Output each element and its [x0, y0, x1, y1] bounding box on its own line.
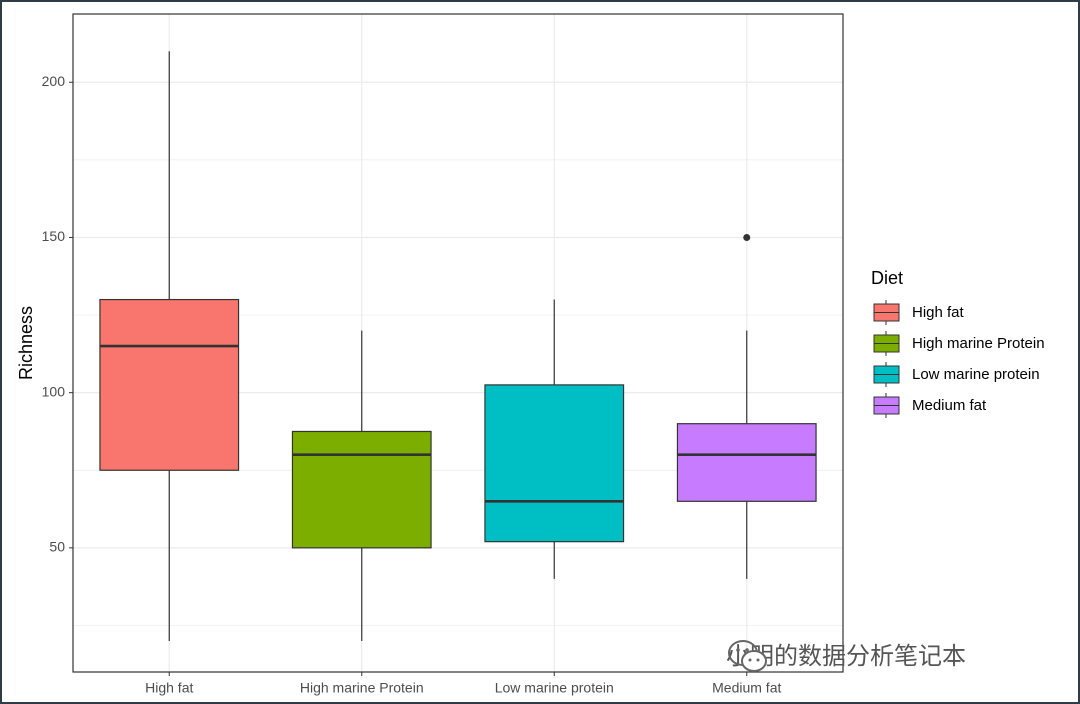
x-tick-label: High marine Protein: [300, 680, 424, 696]
legend-item: Medium fat: [873, 393, 987, 418]
legend-label: High marine Protein: [912, 335, 1045, 352]
legend-item: High fat: [873, 300, 965, 325]
y-axis: 50 100 150 200: [42, 73, 73, 555]
y-tick-label: 150: [42, 228, 66, 244]
y-tick-label: 100: [42, 383, 66, 399]
legend-item: High marine Protein: [873, 331, 1045, 356]
x-tick-label: Medium fat: [712, 680, 781, 696]
boxes: [99, 51, 817, 641]
x-tick-label: High fat: [145, 680, 193, 696]
box-body: [99, 298, 240, 471]
box-4: [676, 233, 817, 579]
legend-label: Medium fat: [912, 397, 987, 414]
y-axis-label: Richness: [16, 306, 36, 380]
legend: Diet High fat High marine Protein Low mari…: [871, 268, 1045, 418]
x-axis: High fat High marine Protein Low marine pr…: [145, 672, 781, 696]
watermark: 小明的数据分析笔记本: [726, 636, 966, 672]
legend-item: Low marine protein: [873, 362, 1040, 387]
x-tick-label: Low marine protein: [495, 680, 614, 696]
watermark-text: 小明的数据分析笔记本: [726, 642, 966, 670]
box-body: [484, 384, 625, 543]
wechat-icon: [728, 640, 767, 672]
legend-title: Diet: [871, 268, 903, 288]
box-3: [484, 299, 625, 579]
box-body: [291, 430, 432, 549]
legend-label: High fat: [912, 304, 965, 321]
y-tick-label: 200: [42, 73, 66, 89]
box-1: [99, 51, 240, 641]
box-body: [676, 423, 817, 502]
y-tick-label: 50: [49, 539, 65, 555]
legend-label: Low marine protein: [912, 366, 1040, 383]
outlier-point: [743, 233, 751, 241]
box-2: [291, 330, 432, 641]
panel-border: [72, 13, 844, 673]
